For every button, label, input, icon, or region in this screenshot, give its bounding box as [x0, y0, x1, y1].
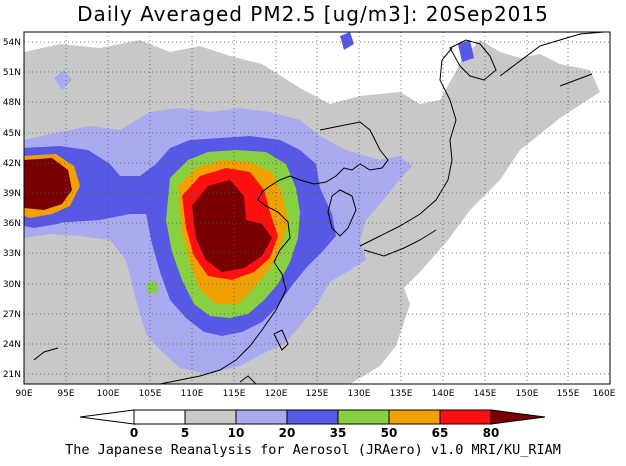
lon-tick-label: 110E: [181, 389, 204, 399]
colorbar-box: [388, 409, 441, 425]
lat-tick-label: 21N: [3, 370, 21, 380]
colorbar-box: [133, 409, 186, 425]
map-title: Daily Averaged PM2.5 [ug/m3]: 20Sep2015: [77, 2, 549, 26]
lon-tick-label: 125E: [306, 389, 329, 399]
lon-tick-label: 135E: [390, 389, 413, 399]
colorbar-label: 50: [381, 426, 398, 440]
pm25-field: [24, 32, 600, 384]
lat-tick-label: 27N: [3, 310, 21, 320]
lon-tick-label: 115E: [223, 389, 246, 399]
lon-axis: 90E 95E 100E 105E 110E 115E 120E 125E 13…: [15, 389, 615, 399]
colorbar-label: 65: [432, 426, 449, 440]
lon-tick-label: 150E: [516, 389, 539, 399]
lat-axis: 21N 24N 27N 30N 33N 36N 39N 42N 45N 48N …: [3, 38, 21, 380]
lat-tick-label: 39N: [3, 189, 21, 199]
colorbar-right-arrow: [490, 409, 546, 425]
colorbar-label: 10: [228, 426, 245, 440]
colorbar: 0 5 10 20 35 50 65 80: [79, 409, 546, 440]
lon-tick-label: 90E: [15, 389, 32, 399]
pm25-spot-west: [54, 70, 72, 90]
lon-tick-label: 95E: [57, 389, 74, 399]
pm25-spot-sw: [146, 280, 158, 294]
lat-tick-label: 24N: [3, 340, 21, 350]
lon-tick-label: 155E: [557, 389, 580, 399]
lat-tick-label: 48N: [3, 98, 21, 108]
coastlines: [33, 32, 605, 384]
lon-tick-label: 130E: [348, 389, 371, 399]
lat-tick-label: 36N: [3, 219, 21, 229]
lon-tick-label: 105E: [139, 389, 162, 399]
colorbar-label: 0: [130, 426, 138, 440]
lat-tick-label: 45N: [3, 129, 21, 139]
lon-tick-label: 160E: [593, 389, 616, 399]
lon-tick-label: 100E: [97, 389, 120, 399]
colorbar-left-arrow: [79, 409, 135, 425]
lat-tick-label: 51N: [3, 68, 21, 78]
lat-tick-label: 54N: [3, 38, 21, 48]
map-frame: [23, 31, 611, 385]
pm25-spot-hokkaido: [458, 40, 474, 62]
lon-tick-label: 145E: [474, 389, 497, 399]
colorbar-label: 5: [181, 426, 189, 440]
colorbar-label: 20: [279, 426, 296, 440]
pm25-level-80: [192, 180, 272, 272]
lat-tick-label: 33N: [3, 249, 21, 259]
grid-lines: [24, 32, 610, 384]
colorbar-box: [439, 409, 492, 425]
colorbar-box: [235, 409, 288, 425]
lon-tick-label: 140E: [432, 389, 455, 399]
colorbar-box: [286, 409, 339, 425]
colorbar-label: 35: [330, 426, 347, 440]
lon-tick-label: 120E: [265, 389, 288, 399]
pm25-west-hotspot-80: [24, 158, 72, 210]
colorbar-box: [184, 409, 237, 425]
lat-tick-label: 42N: [3, 159, 21, 169]
lat-tick-label: 30N: [3, 280, 21, 290]
colorbar-label: 80: [483, 426, 500, 440]
pm25-spot-north: [340, 32, 354, 50]
colorbar-box: [337, 409, 390, 425]
credit-line: The Japanese Reanalysis for Aerosol (JRA…: [65, 442, 561, 458]
